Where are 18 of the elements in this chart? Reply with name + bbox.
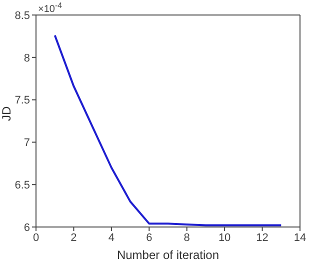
x-tick-label: 10 [218, 232, 231, 244]
x-axis-title: Number of iteration [116, 248, 220, 262]
y-axis-title: JD [0, 106, 14, 121]
x-tick-label: 12 [256, 232, 268, 244]
y-tick-label: 7 [24, 137, 30, 150]
annotation: ×10$^{-4}$ [38, 0, 63, 15]
x-tick-label: 6 [146, 232, 152, 244]
x-tick-label: 0 [32, 232, 40, 244]
y-tick-label: 8.5 [14, 10, 30, 22]
y-tick-label: 6 [24, 222, 30, 234]
y-tick-label: 7.5 [14, 94, 30, 107]
y-tick-label: 6.5 [14, 180, 30, 192]
line-series [54, 34, 282, 226]
x-tick-label: 4 [108, 232, 114, 244]
y-tick-label: 8 [24, 52, 30, 64]
x-tick-label: 8 [184, 232, 190, 244]
x-tick-label: 2 [70, 232, 77, 244]
x-tick-label: 14 [294, 232, 306, 244]
